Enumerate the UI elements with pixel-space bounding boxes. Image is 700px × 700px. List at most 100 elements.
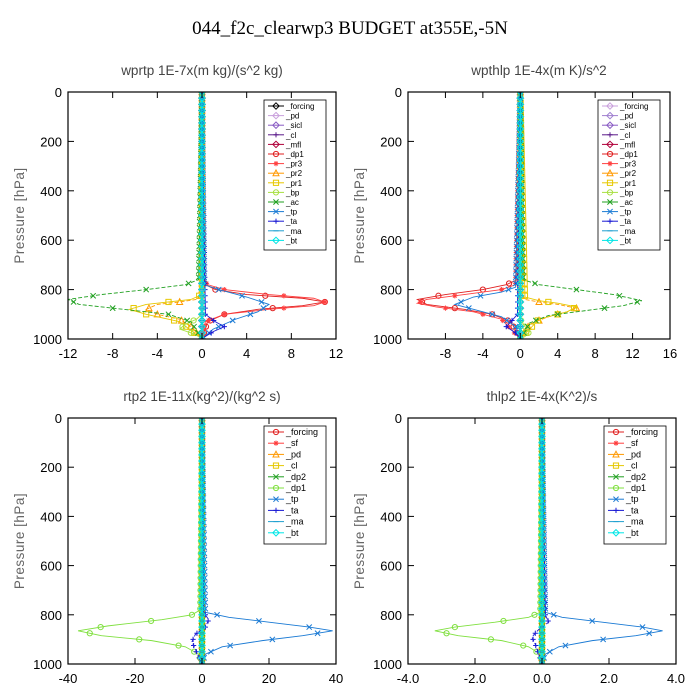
data-point — [191, 323, 197, 330]
legend-entry: _pr3 — [602, 160, 637, 169]
data-point — [443, 630, 450, 637]
legend-label: _tp — [625, 494, 639, 504]
legend-label: _sf — [625, 438, 639, 448]
legend-label: _forcing — [285, 102, 314, 111]
legend-entry: _ta — [602, 217, 632, 226]
legend-label: _forcing — [285, 427, 318, 437]
legend-entry: _sicl — [602, 121, 636, 130]
panel-2: wpthlp 1E-4x(m K)/s^2 Pressure [hPa] -8 -4 0… — [352, 63, 677, 361]
legend-entry: _dp1 — [602, 150, 638, 159]
legend-entry: _bt — [602, 236, 632, 245]
x-tick-label: -20 — [126, 671, 145, 686]
data-point — [532, 280, 538, 287]
series-group — [434, 418, 663, 664]
y-tick-label: 400 — [40, 184, 62, 199]
legend-marker — [272, 236, 280, 245]
legend-label: _ma — [625, 517, 644, 527]
legend-entry: _cl — [268, 461, 298, 471]
data-point — [634, 298, 641, 305]
data-point — [239, 292, 245, 299]
series-line — [541, 418, 663, 664]
legend-entry: _dp2 — [268, 472, 306, 482]
legend-marker — [607, 132, 613, 138]
data-point — [221, 311, 227, 317]
data-point — [452, 293, 458, 299]
legend-entry: _pd — [608, 449, 641, 459]
legend-label: _mfl — [285, 140, 301, 149]
legend-entry: _dp2 — [608, 472, 646, 482]
x-tick-label: 8 — [592, 346, 599, 361]
y-tick-label: 600 — [380, 559, 402, 574]
legend-label: _pd — [285, 112, 299, 121]
data-point — [451, 624, 458, 631]
data-point — [528, 323, 536, 330]
data-point — [532, 317, 539, 324]
legend-label: _sf — [285, 438, 299, 448]
data-point — [520, 642, 527, 649]
legend-marker — [606, 140, 614, 149]
data-point — [477, 292, 484, 299]
data-point — [258, 298, 265, 305]
legend-label: _dp2 — [625, 472, 646, 482]
y-tick-label: 800 — [380, 608, 402, 623]
data-point — [573, 286, 580, 293]
panel-1: wprtp 1E-7x(m kg)/(s^2 kg) Pressure [hPa]… — [12, 63, 343, 361]
data-point — [260, 305, 267, 312]
series-group — [415, 92, 643, 339]
data-point — [187, 322, 195, 330]
x-tick-label: -8 — [107, 346, 119, 361]
data-point — [147, 617, 155, 625]
legend-entry: _ac — [602, 198, 633, 207]
legend-marker — [613, 473, 619, 480]
data-point — [616, 292, 623, 299]
data-point — [165, 298, 172, 306]
data-point — [70, 298, 77, 305]
series-line — [415, 92, 521, 339]
data-point — [191, 642, 197, 649]
data-point — [190, 636, 196, 642]
series-pr1 — [517, 92, 578, 339]
data-point — [198, 660, 206, 664]
legend-marker — [606, 168, 614, 177]
legend-entry: _dp1 — [268, 150, 304, 159]
legend-marker — [272, 121, 280, 130]
legend-label: _ta — [625, 505, 639, 515]
panel-title: rtp2 1E-11x(kg^2)/(kg^2 s) — [123, 389, 280, 404]
y-tick-label: 1000 — [373, 657, 402, 672]
legend-label: _pr2 — [285, 169, 303, 178]
data-point — [187, 329, 194, 336]
data-point — [281, 293, 287, 299]
x-tick-label: -8 — [440, 346, 452, 361]
data-point — [639, 624, 646, 631]
x-tick-label: 8 — [288, 346, 295, 361]
y-axis-label: Pressure [hPa] — [12, 493, 27, 589]
legend-label: _pd — [619, 112, 633, 121]
x-tick-label: -2.0 — [464, 671, 486, 686]
legend-label: _cl — [619, 131, 630, 140]
data-point — [281, 305, 287, 311]
y-tick-label: 0 — [395, 85, 402, 100]
data-point — [570, 305, 578, 312]
legend-label: _pd — [285, 449, 301, 459]
data-point — [489, 311, 496, 318]
legend-entry: _mfl — [268, 140, 301, 149]
legend-marker — [606, 111, 614, 120]
legend-entry: _mfl — [602, 140, 635, 149]
legend: _forcing_sf_pd _cl_dp2_dp1_tp_ta _ma_bt — [603, 425, 667, 545]
y-tick-label: 600 — [40, 233, 62, 248]
series-tp — [199, 92, 271, 339]
series-group — [68, 92, 328, 339]
legend-entry: _dp1 — [268, 483, 306, 493]
legend: _forcing_pd_sicl_cl_mfl_dp1_pr3_pr2_pr1_… — [263, 99, 327, 251]
legend-label: _mfl — [619, 140, 635, 149]
legend-marker — [613, 440, 619, 446]
data-point — [417, 299, 424, 305]
series-line — [519, 92, 643, 339]
x-tick-label: -40 — [59, 671, 78, 686]
x-tick-label: -4 — [477, 346, 489, 361]
legend-label: _cl — [285, 131, 296, 140]
data-point — [205, 317, 212, 324]
legend-entry: _forcing — [268, 102, 314, 111]
legend-label: _bp — [285, 188, 300, 197]
